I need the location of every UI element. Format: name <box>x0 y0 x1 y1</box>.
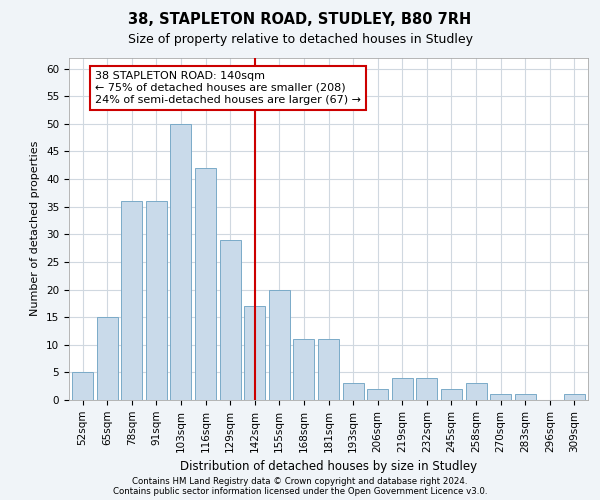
Bar <box>515 394 536 400</box>
X-axis label: Distribution of detached houses by size in Studley: Distribution of detached houses by size … <box>180 460 477 473</box>
Y-axis label: Number of detached properties: Number of detached properties <box>31 141 40 316</box>
Bar <box>318 339 339 400</box>
Bar <box>170 124 191 400</box>
Bar <box>490 394 511 400</box>
Bar <box>97 317 118 400</box>
Bar <box>392 378 413 400</box>
Bar <box>441 389 462 400</box>
Bar <box>195 168 216 400</box>
Bar <box>72 372 93 400</box>
Bar <box>293 339 314 400</box>
Text: Contains public sector information licensed under the Open Government Licence v3: Contains public sector information licen… <box>113 487 487 496</box>
Bar <box>220 240 241 400</box>
Bar <box>146 201 167 400</box>
Bar <box>416 378 437 400</box>
Bar <box>269 290 290 400</box>
Bar <box>343 384 364 400</box>
Bar <box>367 389 388 400</box>
Text: Size of property relative to detached houses in Studley: Size of property relative to detached ho… <box>128 32 473 46</box>
Bar <box>466 384 487 400</box>
Text: 38 STAPLETON ROAD: 140sqm
← 75% of detached houses are smaller (208)
24% of semi: 38 STAPLETON ROAD: 140sqm ← 75% of detac… <box>95 72 361 104</box>
Bar <box>244 306 265 400</box>
Text: Contains HM Land Registry data © Crown copyright and database right 2024.: Contains HM Land Registry data © Crown c… <box>132 477 468 486</box>
Bar <box>564 394 585 400</box>
Bar <box>121 201 142 400</box>
Text: 38, STAPLETON ROAD, STUDLEY, B80 7RH: 38, STAPLETON ROAD, STUDLEY, B80 7RH <box>128 12 472 28</box>
